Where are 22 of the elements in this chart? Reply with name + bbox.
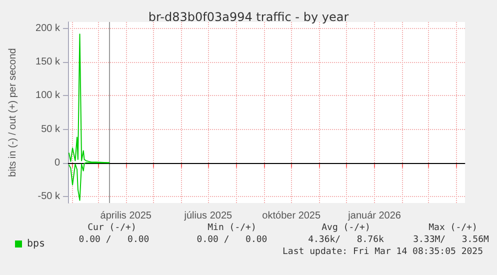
y-tick-label: 200 k: [36, 23, 61, 34]
y-tick-label: 50 k: [41, 124, 61, 135]
y-tick-label: 150 k: [36, 56, 61, 68]
text: Last update: Fri Mar 14 08:35:05 2025: [282, 247, 483, 257]
text: Cur (-/+): [88, 223, 136, 233]
y-axis-title: bits in (-) / out (+) per second: [8, 48, 18, 177]
y-tick-label: -50 k: [38, 190, 61, 202]
legend-label: bps: [27, 238, 46, 250]
text: 3.33M/ 3.56M: [413, 235, 490, 245]
x-tick-label: július 2025: [183, 210, 233, 222]
chart-title: br-d83b0f03a994 traffic - by year: [148, 10, 349, 24]
text: 0.00 / 0.00: [78, 235, 150, 245]
text: Min (-/+): [208, 223, 256, 233]
x-tick-label: április 2025: [100, 210, 152, 222]
y-tick-label: 0: [54, 157, 60, 168]
x-tick-label: január 2026: [347, 210, 402, 222]
text: 0.00 / 0.00: [196, 235, 268, 245]
text: Avg (-/+): [322, 223, 370, 233]
text: Max (-/+): [428, 223, 478, 233]
text: 4.36k/ 8.76k: [308, 235, 385, 245]
x-tick-label: október 2025: [262, 210, 321, 222]
y-tick-label: 100 k: [36, 90, 61, 102]
